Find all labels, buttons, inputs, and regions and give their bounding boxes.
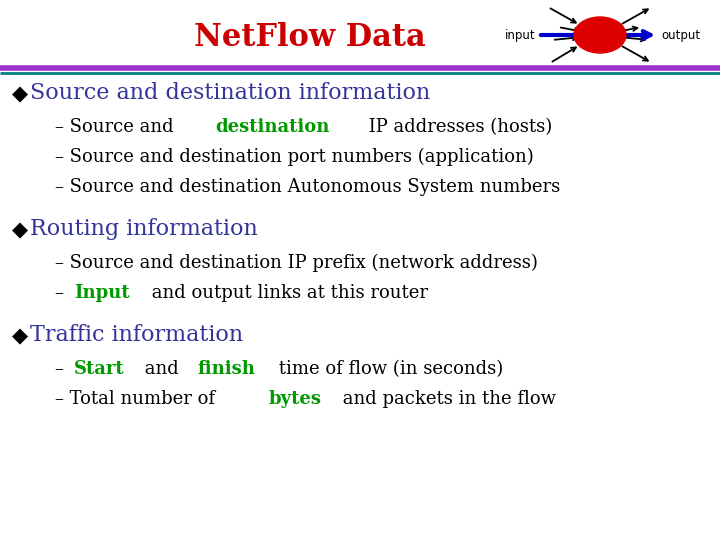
Text: – Total number of: – Total number of bbox=[55, 390, 221, 408]
Text: IP addresses (hosts): IP addresses (hosts) bbox=[363, 118, 552, 136]
Text: –: – bbox=[55, 284, 70, 302]
Text: and output links at this router: and output links at this router bbox=[145, 284, 428, 302]
Text: Input: Input bbox=[74, 284, 130, 302]
Text: Traffic information: Traffic information bbox=[30, 324, 243, 346]
Text: –: – bbox=[55, 360, 70, 378]
Text: – Source and destination IP prefix (network address): – Source and destination IP prefix (netw… bbox=[55, 254, 538, 272]
Text: destination: destination bbox=[215, 118, 330, 136]
Text: and packets in the flow: and packets in the flow bbox=[337, 390, 557, 408]
Text: – Source and destination port numbers (application): – Source and destination port numbers (a… bbox=[55, 148, 534, 166]
Text: Start: Start bbox=[74, 360, 125, 378]
Text: ◆: ◆ bbox=[12, 84, 28, 104]
Text: input: input bbox=[505, 29, 535, 42]
Text: – Source and destination Autonomous System numbers: – Source and destination Autonomous Syst… bbox=[55, 178, 560, 196]
Text: output: output bbox=[661, 29, 700, 42]
Ellipse shape bbox=[574, 17, 626, 53]
Text: – Source and: – Source and bbox=[55, 118, 179, 136]
Text: Source and destination information: Source and destination information bbox=[30, 82, 431, 104]
Text: bytes: bytes bbox=[269, 390, 322, 408]
Text: NetFlow Data: NetFlow Data bbox=[194, 23, 426, 53]
Text: finish: finish bbox=[198, 360, 256, 378]
Text: ◆: ◆ bbox=[12, 220, 28, 240]
Text: and: and bbox=[139, 360, 185, 378]
Text: Routing information: Routing information bbox=[30, 218, 258, 240]
Text: time of flow (in seconds): time of flow (in seconds) bbox=[273, 360, 503, 378]
Text: ◆: ◆ bbox=[12, 326, 28, 346]
